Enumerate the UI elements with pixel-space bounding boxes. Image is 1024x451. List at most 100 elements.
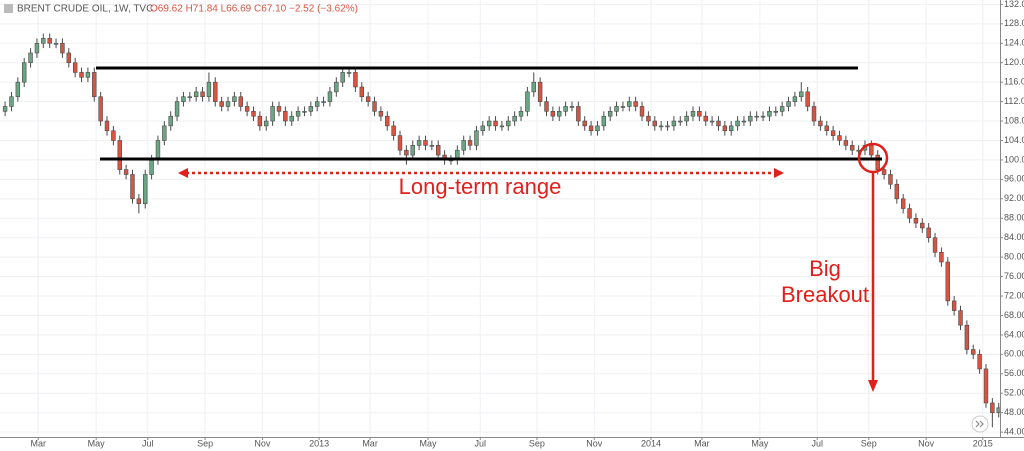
candle-body xyxy=(837,135,842,141)
candle-body xyxy=(2,106,8,112)
candle-body xyxy=(518,111,524,117)
candle-body xyxy=(257,115,263,127)
candle-body xyxy=(143,174,148,204)
candle-body xyxy=(678,120,683,123)
x-tick-label: Nov xyxy=(586,438,603,448)
candle-body xyxy=(792,96,798,102)
candle-body xyxy=(913,217,919,224)
y-tick-label: 132.00 xyxy=(1004,0,1024,9)
candle-body xyxy=(977,354,982,370)
candle-body xyxy=(474,130,479,146)
breakout-label: Breakout xyxy=(781,282,869,307)
candle-body xyxy=(130,174,135,200)
candle-body xyxy=(385,115,390,127)
candle-body xyxy=(671,120,677,127)
candle-body xyxy=(123,169,129,175)
y-tick-label: 76.00 xyxy=(1004,271,1024,281)
candle-body xyxy=(391,125,396,136)
candle-body xyxy=(79,72,84,78)
candle-body xyxy=(314,101,320,107)
breakout-arrow-head xyxy=(868,380,878,392)
candle-body xyxy=(155,140,161,161)
candle-body xyxy=(480,125,486,132)
candle-body xyxy=(149,159,154,175)
candle-body xyxy=(60,42,65,54)
candle-body xyxy=(607,111,613,117)
candle-body xyxy=(932,237,938,253)
candle-body xyxy=(760,115,766,118)
candle-body xyxy=(404,149,409,156)
candle-body xyxy=(576,106,581,122)
y-tick-label: 48.00 xyxy=(1004,407,1024,417)
candle-body xyxy=(971,349,976,355)
candle-body xyxy=(225,101,231,107)
y-tick-label: 84.00 xyxy=(1004,232,1024,242)
y-tick-label: 80.00 xyxy=(1004,252,1024,262)
candle-body xyxy=(429,145,435,147)
candle-body xyxy=(709,120,715,123)
candle-body xyxy=(627,101,632,107)
y-tick-label: 72.00 xyxy=(1004,290,1024,300)
candle-body xyxy=(633,101,638,107)
candle-body xyxy=(557,111,562,117)
candle-body xyxy=(302,111,307,113)
candle-body xyxy=(136,198,142,204)
candle-body xyxy=(365,96,371,102)
x-tick-label: Sep xyxy=(197,438,213,448)
candle-body xyxy=(436,145,441,156)
candle-body xyxy=(690,111,696,117)
candle-body xyxy=(15,81,21,98)
scroll-button[interactable] xyxy=(971,415,989,433)
candle-body xyxy=(850,145,855,151)
chart-title: BRENT CRUDE OIL, 1W, TVC xyxy=(17,4,153,15)
x-tick-label: May xyxy=(751,438,769,448)
y-tick-label: 96.00 xyxy=(1004,174,1024,184)
candle-body xyxy=(47,38,52,44)
candle-body xyxy=(162,125,167,141)
candle-body xyxy=(881,169,887,175)
candle-body xyxy=(461,140,466,151)
candle-body xyxy=(665,125,670,128)
candle-body xyxy=(270,106,275,122)
candle-body xyxy=(213,81,218,102)
candle-body xyxy=(614,106,619,112)
y-tick-label: 64.00 xyxy=(1004,329,1024,339)
candle-body xyxy=(907,208,912,219)
candle-body xyxy=(372,101,377,112)
candle-body xyxy=(799,91,804,98)
y-tick-label: 52.00 xyxy=(1004,388,1024,398)
candle-body xyxy=(983,368,989,404)
candle-body xyxy=(537,81,543,102)
y-tick-label: 60.00 xyxy=(1004,349,1024,359)
x-tick-label: Sep xyxy=(529,438,545,448)
candle-body xyxy=(990,402,995,413)
candle-body xyxy=(397,135,403,151)
candle-body xyxy=(894,183,900,200)
x-tick-label: May xyxy=(420,438,438,448)
candle-body xyxy=(499,125,505,128)
y-tick-label: 112.00 xyxy=(1004,96,1024,106)
x-tick-label: Mar xyxy=(30,438,46,448)
candle-body xyxy=(92,72,97,98)
candle-body xyxy=(410,145,415,156)
candle-body xyxy=(174,101,180,117)
range-label: Long-term range xyxy=(399,174,562,199)
candle-body xyxy=(340,72,345,83)
scroll-icon xyxy=(975,420,984,428)
candle-body xyxy=(741,120,747,123)
candle-body xyxy=(703,115,708,122)
candle-body xyxy=(773,111,779,113)
candle-body xyxy=(697,111,702,117)
candle-body xyxy=(378,111,384,117)
candle-body xyxy=(550,111,556,117)
candle-body xyxy=(251,111,256,117)
x-tick-label: Mar xyxy=(694,438,710,448)
candle-body xyxy=(563,106,568,112)
candle-body xyxy=(811,106,817,122)
candle-body xyxy=(888,174,893,185)
candle-body xyxy=(920,222,925,229)
candle-body xyxy=(283,111,288,122)
candle-body xyxy=(53,42,59,45)
